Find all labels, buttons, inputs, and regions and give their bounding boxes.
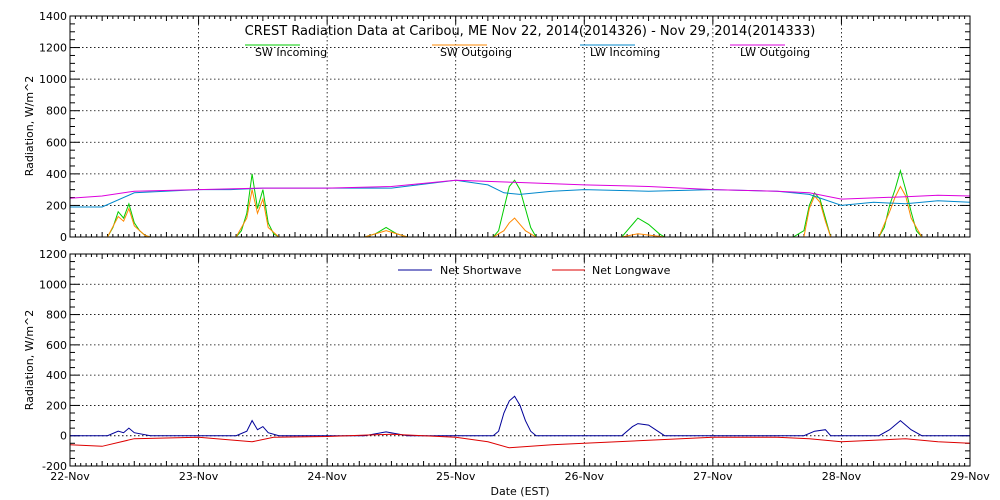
x-tick-label: 29-Nov bbox=[950, 470, 990, 483]
top-panel: 0 200 400 600 800 1000 1200 1400 Radiation, W/m… bbox=[23, 10, 971, 244]
legend-label-sw-outgoing: SW Outgoing bbox=[440, 46, 512, 59]
x-tick-label: 22-Nov bbox=[50, 470, 90, 483]
legend-label-sw-incoming: SW Incoming bbox=[255, 46, 327, 59]
bottom-panel-series bbox=[69, 395, 971, 449]
y-tick-label: 1200 bbox=[39, 42, 67, 55]
y-tick-label: 0 bbox=[60, 231, 67, 244]
y-tick-label: 400 bbox=[46, 369, 67, 382]
y-tick-label: 200 bbox=[46, 199, 67, 212]
bottom-panel: -200 0 200 400 600 800 1000 1200 Radiation, W/m… bbox=[23, 248, 990, 498]
series-line-net-shortwave bbox=[70, 395, 970, 437]
top-panel-frame bbox=[69, 15, 971, 238]
series-line-lw-outgoing bbox=[69, 179, 971, 200]
y-tick-label: 800 bbox=[46, 105, 67, 118]
bottom-panel-frame bbox=[69, 253, 971, 467]
top-legend: SW Incoming SW Outgoing LW Incoming LW O… bbox=[245, 44, 810, 59]
y-tick-label: 800 bbox=[46, 309, 67, 322]
x-axis-label: Date (EST) bbox=[490, 485, 549, 498]
legend-label-lw-outgoing: LW Outgoing bbox=[740, 46, 810, 59]
x-tick-label: 28-Nov bbox=[822, 470, 862, 483]
top-y-axis-label: Radiation, W/m^2 bbox=[23, 76, 36, 177]
y-tick-label: 1400 bbox=[39, 10, 67, 23]
x-tick-label: 26-Nov bbox=[565, 470, 605, 483]
x-tick-label: 24-Nov bbox=[307, 470, 347, 483]
bottom-legend: Net Shortwave Net Longwave bbox=[398, 264, 671, 277]
x-tick-label: 27-Nov bbox=[693, 470, 733, 483]
y-tick-label: 200 bbox=[46, 399, 67, 412]
y-tick-label: 600 bbox=[46, 339, 67, 352]
x-tick-label: 25-Nov bbox=[436, 470, 476, 483]
x-tick-label: 23-Nov bbox=[179, 470, 219, 483]
legend-label-lw-incoming: LW Incoming bbox=[590, 46, 660, 59]
y-tick-label: 1200 bbox=[39, 248, 67, 261]
legend-label-net-longwave: Net Longwave bbox=[592, 264, 671, 277]
y-tick-label: 1000 bbox=[39, 278, 67, 291]
series-line-net-longwave bbox=[69, 433, 971, 449]
top-chart-title: CREST Radiation Data at Caribou, ME Nov … bbox=[245, 24, 816, 39]
y-tick-label: 600 bbox=[46, 136, 67, 149]
y-tick-label: -200 bbox=[42, 460, 67, 473]
y-tick-label: 0 bbox=[60, 430, 67, 443]
legend-label-net-shortwave: Net Shortwave bbox=[440, 264, 522, 277]
y-tick-label: 400 bbox=[46, 168, 67, 181]
y-tick-label: 1000 bbox=[39, 73, 67, 86]
bottom-y-axis-label: Radiation, W/m^2 bbox=[23, 310, 36, 411]
